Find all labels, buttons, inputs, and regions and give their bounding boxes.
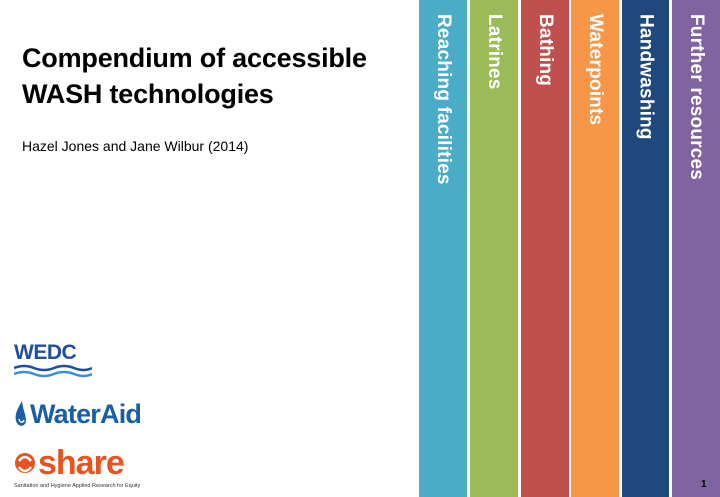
share-logo-text: share: [38, 444, 125, 482]
tab-handwashing[interactable]: Handwashing: [622, 0, 669, 497]
share-tagline: Sanitation and Hygiene Applied Research …: [14, 483, 141, 489]
tab-label: Further resources: [686, 14, 707, 181]
page-number: 1: [701, 479, 707, 490]
wedc-logo: WEDC: [13, 341, 104, 384]
tab-label: Handwashing: [635, 14, 657, 140]
wateraid-logo: WaterAid: [14, 396, 194, 432]
share-logo: share Sanitation and Hygiene Applied Res…: [14, 444, 174, 494]
authors-line: Hazel Jones and Jane Wilbur (2014): [22, 138, 249, 154]
tab-reaching-facilities[interactable]: Reaching facilities: [419, 0, 467, 497]
tab-label: Waterpoints: [585, 14, 606, 126]
tab-label: Reaching facilities: [433, 14, 454, 185]
wave-icon: [13, 364, 93, 378]
tab-bathing[interactable]: Bathing: [521, 0, 569, 497]
page-title: Compendium of accessible WASH technologi…: [22, 43, 367, 109]
tab-latrines[interactable]: Latrines: [470, 0, 518, 497]
tab-label: Latrines: [484, 14, 505, 90]
wedc-logo-text: WEDC: [14, 341, 77, 364]
tab-waterpoints[interactable]: Waterpoints: [571, 0, 619, 497]
water-drop-icon: [15, 401, 26, 426]
tab-further-resources[interactable]: Further resources: [672, 0, 720, 497]
tab-label: Bathing: [535, 14, 556, 87]
share-swirl-icon: [15, 453, 35, 473]
wateraid-logo-text: WaterAid: [30, 398, 142, 429]
